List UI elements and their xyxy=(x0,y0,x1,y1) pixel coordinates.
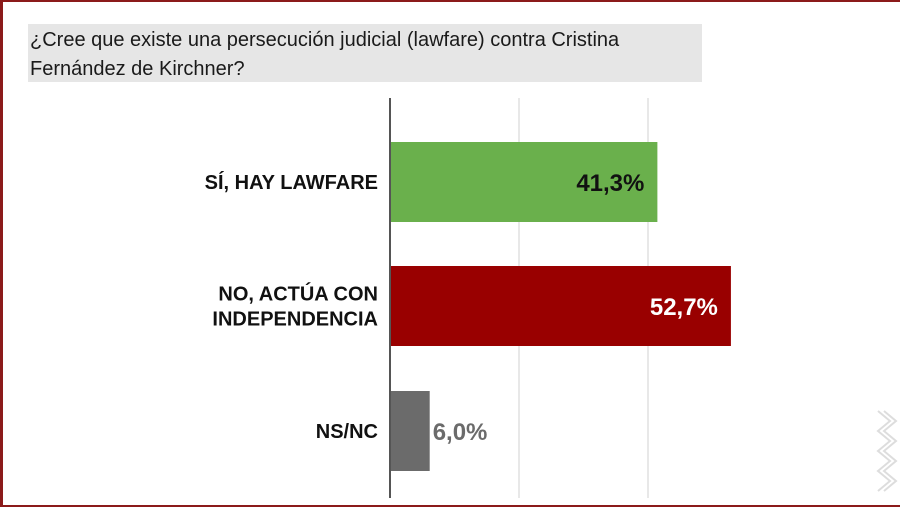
value-label-2: 52,7% xyxy=(650,294,718,321)
category-label-1: SÍ, HAY LAWFARE xyxy=(205,171,378,194)
title-background xyxy=(28,24,702,82)
value-label-1: 41,3% xyxy=(576,170,644,197)
labels: SÍ, HAY LAWFARE 41,3% NO, ACTÚA CON INDEPEN… xyxy=(205,170,718,446)
bars xyxy=(391,142,731,471)
bar-3 xyxy=(391,391,430,471)
category-label-3: NS/NC xyxy=(316,421,378,443)
bar-1 xyxy=(391,142,658,222)
chart-title: ¿Cree que existe una persecución judicia… xyxy=(30,29,620,80)
decorative-zigzag-icon xyxy=(876,410,898,492)
value-label-3: 6,0% xyxy=(433,419,488,446)
bar-2 xyxy=(391,266,731,346)
category-label-2: NO, ACTÚA CON INDEPENDENCIA xyxy=(212,282,378,331)
